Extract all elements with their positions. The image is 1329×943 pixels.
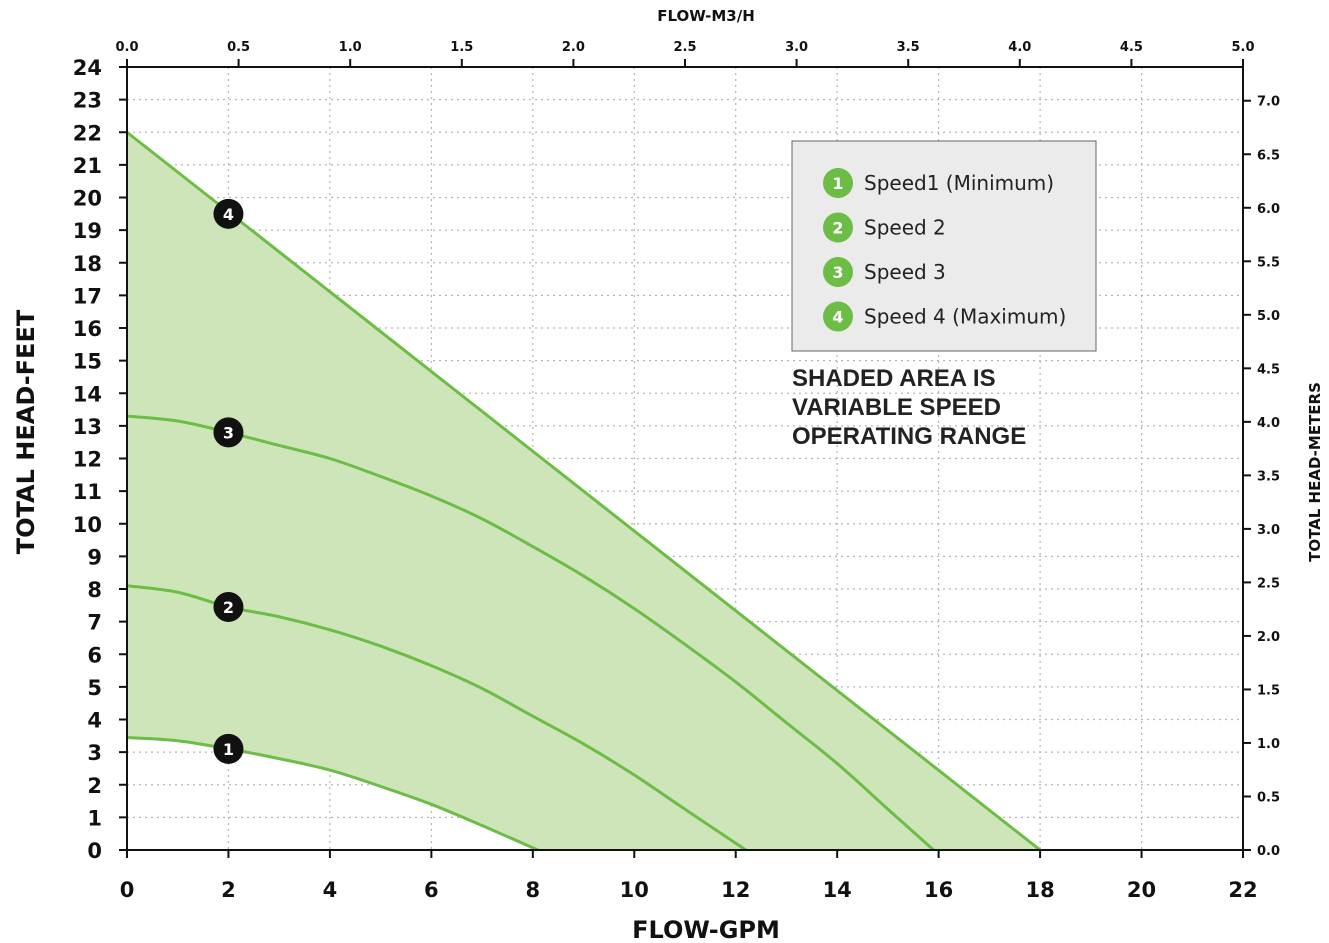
y-tick-label: 13 bbox=[73, 415, 102, 439]
y2-tick-label: 1.5 bbox=[1257, 683, 1280, 698]
legend-badge-number: 4 bbox=[832, 308, 843, 327]
x2-tick-label: 0.0 bbox=[115, 40, 138, 55]
curve-speed-4 bbox=[126, 131, 1042, 852]
legend-badge-4 bbox=[823, 301, 853, 332]
shaded-area-note: SHADED AREA IS VARIABLE SPEED OPERATING … bbox=[792, 365, 1026, 450]
curve-marker-1 bbox=[213, 733, 244, 764]
legend-badge-number: 3 bbox=[832, 263, 843, 282]
curve-speed-1 bbox=[126, 735, 539, 852]
x-axis-title: FLOW-GPM bbox=[632, 916, 780, 943]
y2-tick-label: 6.0 bbox=[1257, 202, 1280, 217]
legend-label: Speed 2 bbox=[864, 216, 946, 240]
x-tick-label: 14 bbox=[823, 878, 852, 902]
y-tick-label: 11 bbox=[73, 480, 102, 504]
curve-marker-3 bbox=[213, 417, 244, 448]
x2-axis-title: FLOW-M3/H bbox=[657, 7, 755, 25]
x-tick-label: 4 bbox=[323, 878, 338, 902]
x2-tick-label: 0.5 bbox=[227, 40, 250, 55]
x2-tick-label: 3.0 bbox=[785, 40, 808, 55]
x-tick-label: 20 bbox=[1127, 878, 1156, 902]
legend-label: Speed1 (Minimum) bbox=[864, 171, 1054, 195]
y2-tick-label: 3.0 bbox=[1257, 523, 1280, 538]
y2-tick-label: 0.5 bbox=[1257, 790, 1280, 805]
y-tick-label: 21 bbox=[73, 154, 102, 178]
x2-tick-label: 3.5 bbox=[897, 40, 920, 55]
y2-tick-label: 4.5 bbox=[1257, 362, 1280, 377]
x2-tick-label: 1.5 bbox=[450, 40, 473, 55]
y2-tick-label: 4.0 bbox=[1257, 416, 1280, 431]
y-tick-label: 17 bbox=[73, 284, 102, 308]
y2-tick-label: 5.5 bbox=[1257, 255, 1280, 270]
legend-items: 1 Speed1 (Minimum) 2 Speed 2 3 Speed 3 4 Speed … bbox=[823, 168, 1066, 332]
y2-tick-label: 5.0 bbox=[1257, 309, 1280, 324]
x-tick-label: 6 bbox=[424, 878, 439, 902]
y2-tick-label: 0.0 bbox=[1257, 844, 1280, 859]
curve-speed-3 bbox=[126, 414, 935, 852]
legend-badge-3 bbox=[823, 257, 853, 287]
curve-markers: 1 2 3 4 bbox=[213, 198, 244, 764]
y-tick-label: 3 bbox=[87, 741, 102, 765]
curve-marker-4 bbox=[213, 198, 244, 229]
y2-tick-label: 2.5 bbox=[1257, 576, 1280, 591]
y-tick-label: 22 bbox=[73, 121, 102, 145]
y2-tick-label: 1.0 bbox=[1257, 737, 1280, 752]
legend: 1 Speed1 (Minimum) 2 Speed 2 3 Speed 3 4 Speed … bbox=[791, 140, 1097, 352]
y2-tick-label: 2.0 bbox=[1257, 630, 1280, 645]
x-tick-label: 12 bbox=[721, 878, 750, 902]
legend-badge-2 bbox=[823, 212, 853, 243]
y-tick-label: 18 bbox=[73, 252, 102, 276]
curve-marker-2 bbox=[213, 591, 244, 622]
y-tick-label: 24 bbox=[73, 56, 102, 80]
curve-marker-number: 2 bbox=[223, 598, 234, 617]
x2-tick-label: 4.0 bbox=[1008, 40, 1031, 55]
y2-tick-label: 6.5 bbox=[1257, 148, 1280, 163]
y-tick-label: 19 bbox=[73, 219, 102, 243]
x-tick-label: 22 bbox=[1228, 878, 1257, 902]
x2-tick-label: 2.0 bbox=[562, 40, 585, 55]
y-tick-label: 4 bbox=[87, 709, 102, 733]
y2-axis-title: TOTAL HEAD-METERS bbox=[1306, 382, 1324, 562]
curve-marker-number: 4 bbox=[223, 205, 234, 224]
axis-ticks: 0 2 4 6 8 10 12 14 16 18 20 22012345678910111213141… bbox=[73, 40, 1280, 902]
y-tick-label: 15 bbox=[73, 350, 102, 374]
y2-tick-label: 3.5 bbox=[1257, 469, 1280, 484]
y-tick-label: 20 bbox=[73, 187, 102, 211]
x-tick-label: 10 bbox=[620, 878, 649, 902]
x2-tick-label: 5.0 bbox=[1231, 40, 1254, 55]
x-tick-label: 18 bbox=[1025, 878, 1054, 902]
legend-label: Speed 4 (Maximum) bbox=[864, 305, 1066, 329]
note-line-2: VARIABLE SPEED bbox=[792, 394, 1001, 421]
y-tick-label: 12 bbox=[73, 448, 102, 472]
y-tick-label: 0 bbox=[87, 839, 102, 863]
x-tick-label: 0 bbox=[120, 878, 135, 902]
legend-badge-number: 1 bbox=[832, 174, 843, 193]
legend-label: Speed 3 bbox=[864, 260, 946, 284]
y-tick-label: 16 bbox=[73, 317, 102, 341]
curve-marker-number: 1 bbox=[223, 740, 234, 759]
curve-marker-number: 3 bbox=[223, 423, 234, 442]
y-tick-label: 1 bbox=[87, 806, 102, 830]
x2-tick-label: 2.5 bbox=[673, 40, 696, 55]
y2-tick-label: 7.0 bbox=[1257, 95, 1280, 110]
x-tick-label: 2 bbox=[221, 878, 236, 902]
y-tick-label: 2 bbox=[87, 774, 102, 798]
y-tick-label: 9 bbox=[87, 545, 102, 569]
y-tick-label: 14 bbox=[73, 382, 102, 406]
y-axis-title: TOTAL HEAD-FEET bbox=[12, 309, 40, 554]
y-tick-label: 7 bbox=[87, 611, 102, 635]
x-tick-label: 8 bbox=[526, 878, 541, 902]
note-line-1: SHADED AREA IS bbox=[792, 365, 996, 392]
y-tick-label: 5 bbox=[87, 676, 102, 700]
note-line-3: OPERATING RANGE bbox=[792, 423, 1026, 450]
y-tick-label: 23 bbox=[73, 89, 102, 113]
legend-badge-number: 2 bbox=[832, 219, 843, 238]
x2-tick-label: 4.5 bbox=[1120, 40, 1143, 55]
x-tick-label: 16 bbox=[924, 878, 953, 902]
y-tick-label: 8 bbox=[87, 578, 102, 602]
legend-badge-1 bbox=[823, 168, 853, 198]
y-tick-label: 10 bbox=[73, 513, 102, 537]
y-tick-label: 6 bbox=[87, 643, 102, 667]
x2-tick-label: 1.0 bbox=[339, 40, 362, 55]
